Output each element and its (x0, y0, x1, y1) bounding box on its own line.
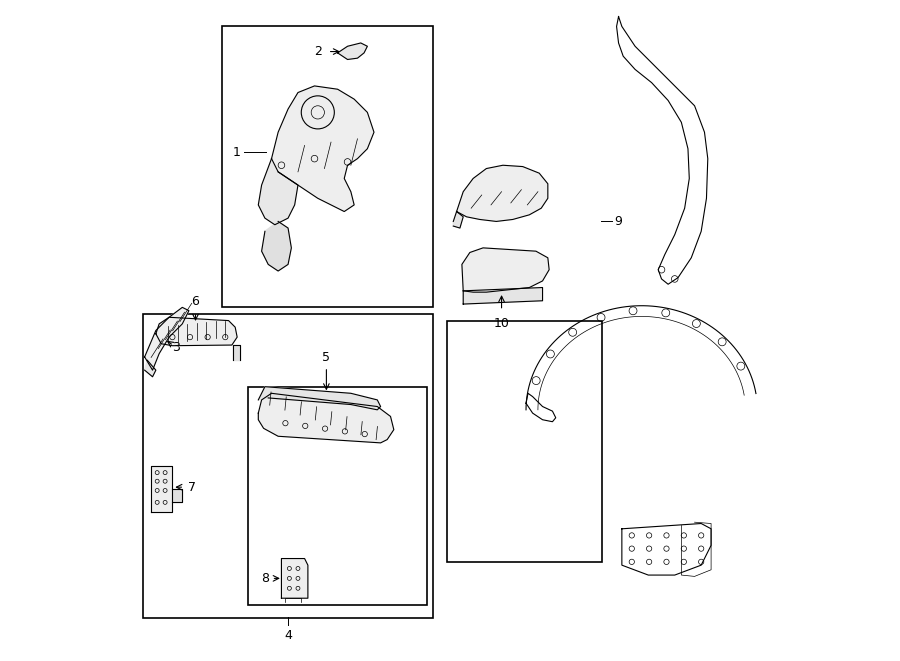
Polygon shape (272, 86, 374, 212)
Bar (446, 321, 602, 562)
Text: 4: 4 (284, 629, 292, 642)
Text: 7: 7 (187, 481, 195, 494)
Text: 6: 6 (192, 295, 200, 308)
Polygon shape (258, 159, 298, 225)
Polygon shape (145, 360, 156, 377)
Bar (248, 387, 427, 605)
Polygon shape (151, 466, 173, 512)
Bar (222, 26, 434, 307)
Text: 10: 10 (493, 317, 509, 330)
Polygon shape (462, 248, 549, 292)
Polygon shape (258, 393, 394, 443)
Polygon shape (233, 345, 239, 360)
Polygon shape (464, 288, 543, 304)
Polygon shape (145, 307, 189, 370)
Text: 9: 9 (614, 215, 622, 228)
Polygon shape (454, 212, 464, 228)
Text: 8: 8 (261, 572, 269, 585)
Text: 5: 5 (322, 350, 330, 364)
Polygon shape (258, 387, 381, 410)
Bar (142, 314, 434, 618)
Text: 1: 1 (232, 145, 240, 159)
Polygon shape (173, 489, 183, 502)
Polygon shape (282, 559, 308, 598)
Polygon shape (262, 221, 292, 271)
Text: 3: 3 (172, 341, 180, 354)
Polygon shape (338, 43, 367, 59)
Polygon shape (156, 317, 238, 346)
Polygon shape (456, 165, 548, 221)
Text: 2: 2 (314, 45, 322, 58)
